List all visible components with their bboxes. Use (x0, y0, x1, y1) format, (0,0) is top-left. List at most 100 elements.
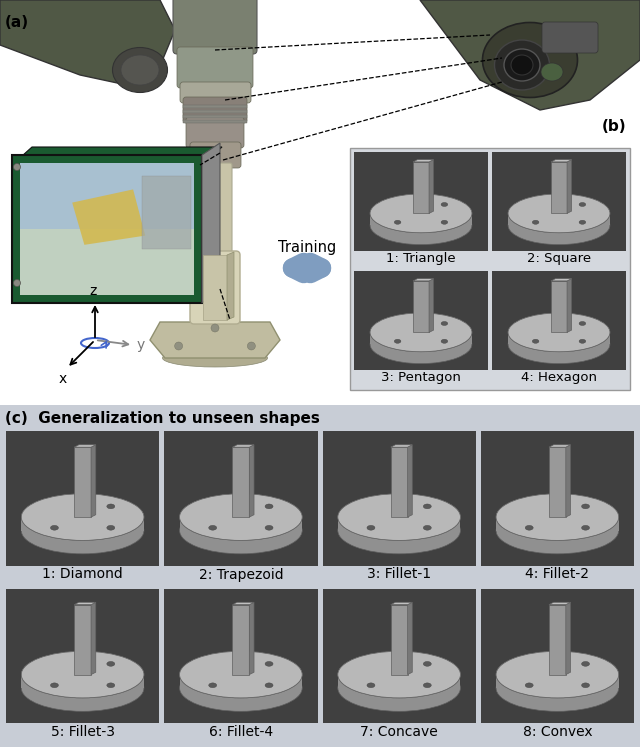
Text: z: z (90, 284, 97, 298)
Ellipse shape (21, 507, 144, 554)
Polygon shape (413, 281, 429, 332)
Text: 4: Fillet-2: 4: Fillet-2 (525, 568, 589, 581)
Ellipse shape (107, 683, 115, 688)
Ellipse shape (113, 48, 168, 93)
Polygon shape (429, 279, 433, 332)
Polygon shape (496, 675, 619, 688)
Bar (20, 163, 194, 295)
Bar (481, 431, 634, 565)
FancyBboxPatch shape (173, 0, 257, 54)
Ellipse shape (121, 55, 159, 85)
Polygon shape (74, 602, 96, 604)
Ellipse shape (209, 525, 217, 530)
Bar (6, 589, 159, 723)
Ellipse shape (483, 22, 577, 98)
Ellipse shape (338, 651, 460, 698)
Polygon shape (0, 0, 175, 90)
Ellipse shape (237, 657, 245, 662)
Ellipse shape (367, 525, 375, 530)
Polygon shape (496, 517, 619, 530)
Circle shape (248, 342, 255, 350)
Ellipse shape (21, 651, 144, 698)
Ellipse shape (423, 662, 431, 666)
Ellipse shape (508, 313, 610, 352)
Text: 7: Concave: 7: Concave (360, 725, 438, 739)
Ellipse shape (554, 657, 561, 662)
Polygon shape (551, 279, 572, 281)
FancyBboxPatch shape (183, 97, 247, 123)
Text: 8: Convex: 8: Convex (523, 725, 592, 739)
Ellipse shape (504, 49, 540, 81)
Ellipse shape (180, 651, 302, 698)
Ellipse shape (180, 651, 302, 698)
Text: (a): (a) (5, 15, 29, 30)
Bar (481, 589, 634, 723)
Bar (142, 176, 191, 249)
Polygon shape (150, 322, 280, 358)
Ellipse shape (532, 339, 539, 344)
Ellipse shape (579, 339, 586, 344)
Polygon shape (232, 604, 250, 675)
Ellipse shape (495, 40, 550, 90)
Ellipse shape (21, 665, 144, 711)
Polygon shape (567, 279, 572, 332)
Polygon shape (250, 444, 254, 517)
Bar (20, 229, 194, 295)
Polygon shape (566, 444, 570, 517)
Polygon shape (408, 444, 412, 517)
Polygon shape (232, 602, 254, 604)
Ellipse shape (508, 194, 610, 233)
Ellipse shape (163, 349, 268, 367)
Ellipse shape (338, 507, 460, 554)
FancyBboxPatch shape (12, 155, 202, 303)
Circle shape (211, 324, 219, 332)
Polygon shape (74, 604, 91, 675)
Polygon shape (74, 444, 96, 447)
Ellipse shape (370, 313, 472, 352)
Bar (183, 120, 247, 123)
Polygon shape (180, 675, 302, 688)
Ellipse shape (582, 504, 589, 509)
Polygon shape (429, 160, 433, 214)
Polygon shape (21, 517, 144, 530)
Ellipse shape (496, 494, 619, 540)
Polygon shape (250, 602, 254, 675)
Ellipse shape (209, 683, 217, 688)
Polygon shape (551, 162, 567, 214)
Polygon shape (180, 517, 302, 530)
Ellipse shape (556, 199, 563, 202)
Bar (6, 431, 159, 565)
Polygon shape (91, 602, 96, 675)
Polygon shape (338, 517, 460, 530)
Ellipse shape (441, 220, 448, 224)
Polygon shape (508, 332, 610, 344)
Bar (323, 431, 476, 565)
Ellipse shape (395, 657, 403, 662)
Ellipse shape (265, 504, 273, 509)
Ellipse shape (508, 206, 610, 244)
Bar (492, 271, 626, 370)
Polygon shape (390, 444, 412, 447)
Text: 4: Hexagon: 4: Hexagon (521, 371, 597, 384)
Ellipse shape (508, 325, 610, 364)
Ellipse shape (579, 202, 586, 206)
Polygon shape (227, 252, 234, 320)
Ellipse shape (338, 651, 460, 698)
Polygon shape (232, 447, 250, 517)
Ellipse shape (51, 683, 58, 688)
FancyBboxPatch shape (180, 82, 251, 103)
Ellipse shape (237, 500, 245, 504)
Polygon shape (21, 675, 144, 688)
Ellipse shape (180, 507, 302, 554)
Ellipse shape (370, 194, 472, 233)
Bar (183, 115, 247, 118)
Text: (c)  Generalization to unseen shapes: (c) Generalization to unseen shapes (5, 411, 320, 426)
Bar (0, 0, 640, 400)
Text: x: x (59, 372, 67, 386)
Polygon shape (508, 214, 610, 226)
Bar (164, 589, 317, 723)
Ellipse shape (496, 507, 619, 554)
FancyBboxPatch shape (190, 251, 240, 324)
Ellipse shape (395, 500, 403, 504)
Text: 1: Diamond: 1: Diamond (42, 568, 123, 581)
